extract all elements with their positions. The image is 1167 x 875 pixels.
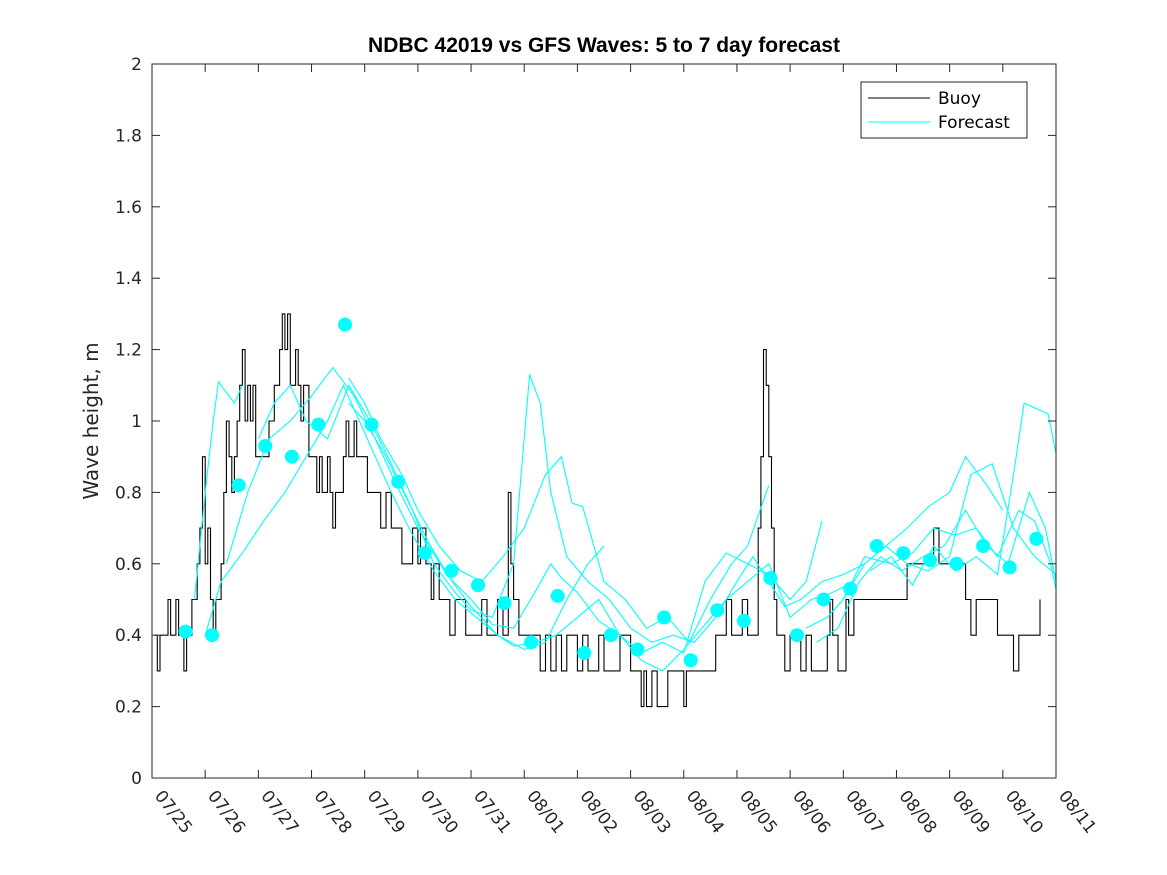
y-tick-label: 1.4 xyxy=(115,269,142,289)
forecast-series xyxy=(193,366,1057,672)
forecast-point xyxy=(603,628,618,643)
chart-title: NDBC 42019 vs GFS Waves: 5 to 7 day fore… xyxy=(368,34,840,57)
forecast-line xyxy=(193,380,243,600)
forecast-point xyxy=(391,474,406,489)
legend-box xyxy=(860,81,1028,139)
forecast-point xyxy=(178,624,193,639)
forecast-line xyxy=(816,490,1057,643)
y-tick-label: 1.6 xyxy=(115,198,142,218)
forecast-point xyxy=(657,610,672,625)
forecast-point xyxy=(444,563,459,578)
forecast-line xyxy=(204,383,605,651)
forecast-point xyxy=(231,478,246,493)
forecast-line xyxy=(842,509,1057,600)
y-axis: 0 0.2 0.4 0.6 0.8 1 1.2 1.4 1.6 1.8 2 xyxy=(115,55,1056,789)
y-tick-label: 0.6 xyxy=(115,555,142,575)
forecast-point xyxy=(550,588,565,603)
forecast-point xyxy=(471,578,485,593)
forecast-point xyxy=(763,571,778,586)
forecast-point xyxy=(949,556,964,571)
forecast-point xyxy=(816,592,831,607)
legend-buoy-label: Buoy xyxy=(938,89,981,109)
forecast-point xyxy=(284,449,299,464)
forecast-point xyxy=(577,646,592,660)
forecast-point xyxy=(497,596,512,611)
forecast-point xyxy=(417,546,432,561)
forecast-point xyxy=(205,628,220,643)
legend-forecast-label: Forecast xyxy=(938,113,1010,133)
y-tick-label: 1 xyxy=(131,412,142,432)
y-tick-label: 2 xyxy=(131,55,142,75)
forecast-point xyxy=(736,613,751,628)
y-tick-label: 0.4 xyxy=(115,626,142,646)
buoy-line xyxy=(154,313,1041,708)
forecast-point xyxy=(524,635,539,650)
y-tick-label: 0.2 xyxy=(115,698,142,718)
forecast-point xyxy=(976,539,991,553)
y-tick-label: 0 xyxy=(131,769,142,789)
forecast-point xyxy=(364,417,379,432)
forecast-point xyxy=(630,642,645,657)
forecast-point xyxy=(1029,531,1044,546)
forecast-point xyxy=(790,628,804,643)
y-axis-label: Wave height, m xyxy=(79,342,103,499)
forecast-point xyxy=(311,417,326,432)
forecast-line xyxy=(348,402,823,654)
buoy-series xyxy=(154,313,1041,708)
forecast-point xyxy=(710,603,725,618)
forecast-point xyxy=(1002,560,1017,575)
forecast-point xyxy=(896,546,911,561)
y-tick-label: 1.2 xyxy=(115,341,142,361)
forecast-point xyxy=(843,581,858,596)
y-tick-label: 1.8 xyxy=(115,126,142,146)
forecast-point xyxy=(258,439,273,453)
forecast-line xyxy=(869,402,1057,587)
forecast-point xyxy=(338,317,352,332)
forecast-line xyxy=(348,377,770,644)
forecast-line xyxy=(225,366,855,672)
forecast-point xyxy=(869,539,884,553)
forecast-point xyxy=(683,653,698,668)
forecast-points xyxy=(178,317,1044,668)
forecast-point xyxy=(923,553,937,568)
legend: Buoy Forecast xyxy=(860,81,1028,139)
y-tick-label: 0.8 xyxy=(115,483,142,503)
